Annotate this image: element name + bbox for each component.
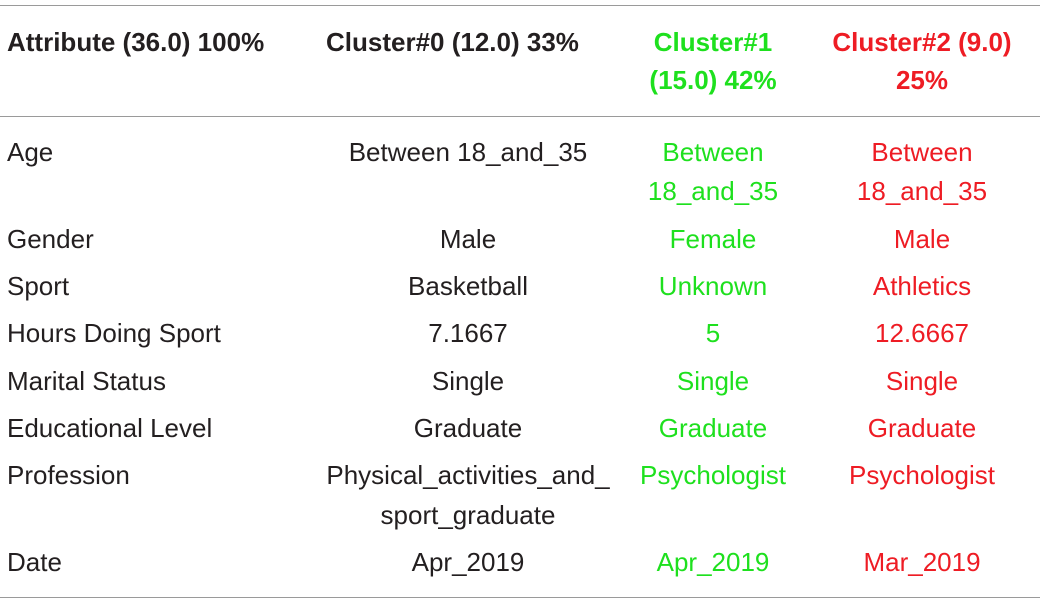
table-bottom-rule <box>0 597 1040 598</box>
header-cluster2-line2: 25% <box>895 65 949 95</box>
header-cluster1-line2: (15.0) 42% <box>649 65 777 95</box>
row-age-cluster1-line2: 18_and_35 <box>647 176 779 206</box>
row-hours-cluster0: 7.1667 <box>428 318 508 348</box>
row-date-cluster1: Apr_2019 <box>656 547 770 577</box>
row-age-cluster2-line1: Between <box>871 137 973 167</box>
row-marital-cluster0: Single <box>431 366 505 396</box>
row-marital-cluster2: Single <box>885 366 959 396</box>
row-education-cluster0: Graduate <box>413 413 523 443</box>
row-hours-cluster1: 5 <box>705 318 721 348</box>
row-hours-attribute: Hours Doing Sport <box>7 318 221 348</box>
row-marital-attribute: Marital Status <box>7 366 166 396</box>
header-cluster0: Cluster#0 (12.0) 33% <box>326 27 579 57</box>
row-gender-cluster2: Male <box>893 224 951 254</box>
row-age-cluster1-line1: Between <box>662 137 764 167</box>
row-date-cluster2: Mar_2019 <box>863 547 981 577</box>
row-education-cluster1: Graduate <box>658 413 768 443</box>
row-education-attribute: Educational Level <box>7 413 213 443</box>
row-sport-cluster0: Basketball <box>408 271 528 301</box>
header-cluster2-line1: Cluster#2 (9.0) <box>832 27 1012 57</box>
row-profession-cluster0-line1: Physical_activities_and_ <box>326 460 610 490</box>
row-age-attribute: Age <box>7 137 54 167</box>
row-profession-cluster0-line2: sport_graduate <box>380 500 556 530</box>
row-gender-cluster1: Female <box>669 224 757 254</box>
header-cluster1-line1: Cluster#1 <box>653 27 773 57</box>
row-profession-cluster2: Psychologist <box>849 460 995 490</box>
row-hours-cluster2: 12.6667 <box>875 318 969 348</box>
row-gender-attribute: Gender <box>7 224 94 254</box>
row-sport-cluster2: Athletics <box>872 271 972 301</box>
table-top-rule <box>0 5 1040 6</box>
row-profession-cluster1: Psychologist <box>640 460 786 490</box>
table-header-rule <box>0 116 1040 117</box>
row-date-attribute: Date <box>7 547 62 577</box>
row-sport-attribute: Sport <box>7 271 70 301</box>
row-marital-cluster1: Single <box>676 366 750 396</box>
row-education-cluster2: Graduate <box>867 413 977 443</box>
row-age-cluster0: Between 18_and_35 <box>348 137 588 167</box>
row-age-cluster2-line2: 18_and_35 <box>856 176 988 206</box>
row-profession-attribute: Profession <box>7 460 130 490</box>
header-attribute: Attribute (36.0) 100% <box>7 27 265 57</box>
row-date-cluster0: Apr_2019 <box>411 547 525 577</box>
row-sport-cluster1: Unknown <box>658 271 768 301</box>
row-gender-cluster0: Male <box>439 224 497 254</box>
